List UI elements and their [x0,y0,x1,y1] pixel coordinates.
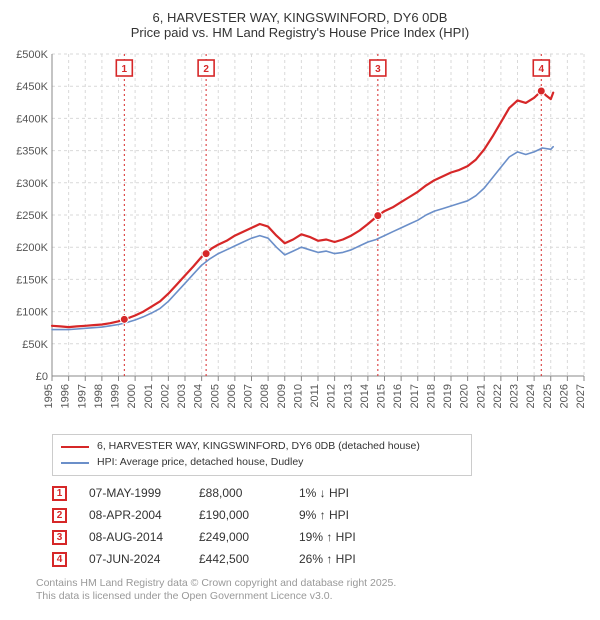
sale-diff-1: 1% ↓ HPI [299,486,399,500]
svg-text:2022: 2022 [492,384,504,408]
svg-text:1995: 1995 [43,384,55,408]
footer-line-2: This data is licensed under the Open Gov… [36,590,592,604]
svg-text:£100K: £100K [16,307,48,319]
title-subtitle: Price paid vs. HM Land Registry's House … [8,25,592,40]
svg-text:2021: 2021 [475,384,487,408]
sale-marker-2: 2 [52,508,67,523]
svg-text:1996: 1996 [60,384,72,408]
svg-text:2007: 2007 [243,384,255,408]
svg-text:2004: 2004 [193,384,205,408]
footer-line-1: Contains HM Land Registry data © Crown c… [36,577,592,591]
svg-text:2010: 2010 [292,384,304,408]
title-address: 6, HARVESTER WAY, KINGSWINFORD, DY6 0DB [8,10,592,25]
svg-text:2018: 2018 [425,384,437,408]
legend: 6, HARVESTER WAY, KINGSWINFORD, DY6 0DB … [52,434,472,476]
svg-text:£0: £0 [36,371,48,383]
svg-text:2005: 2005 [209,384,221,408]
sale-marker-1: 1 [52,486,67,501]
line-chart: £0 £50K £100K £150K £200K £250K £300K £350K £400… [8,48,592,428]
legend-swatch-hpi [61,462,89,464]
svg-text:£500K: £500K [16,49,48,61]
svg-text:£150K: £150K [16,274,48,286]
sale-price-4: £442,500 [199,552,299,566]
sales-table: 1 07-MAY-1999 £88,000 1% ↓ HPI 2 08-APR-… [52,486,592,567]
svg-text:2025: 2025 [542,384,554,408]
sale-diff-3: 19% ↑ HPI [299,530,399,544]
svg-text:2019: 2019 [442,384,454,408]
svg-text:1999: 1999 [110,384,122,408]
svg-text:2012: 2012 [326,384,338,408]
svg-text:2003: 2003 [176,384,188,408]
legend-item-hpi: HPI: Average price, detached house, Dudl… [61,455,463,471]
svg-text:2013: 2013 [342,384,354,408]
svg-text:2: 2 [203,64,209,75]
sale-date-2: 08-APR-2004 [89,508,199,522]
svg-text:2002: 2002 [159,384,171,408]
svg-text:1998: 1998 [93,384,105,408]
sale-price-2: £190,000 [199,508,299,522]
legend-label-hpi: HPI: Average price, detached house, Dudl… [97,455,303,471]
svg-text:3: 3 [375,64,381,75]
svg-text:2026: 2026 [558,384,570,408]
sale-diff-4: 26% ↑ HPI [299,552,399,566]
svg-text:£250K: £250K [16,210,48,222]
svg-text:2014: 2014 [359,384,371,408]
svg-text:2011: 2011 [309,384,321,408]
sale-marker-4: 4 [52,552,67,567]
sale-price-3: £249,000 [199,530,299,544]
sale-date-3: 08-AUG-2014 [89,530,199,544]
svg-text:4: 4 [538,64,544,75]
svg-text:£400K: £400K [16,113,48,125]
sale-row-1: 1 07-MAY-1999 £88,000 1% ↓ HPI [52,486,592,501]
svg-text:2006: 2006 [226,384,238,408]
svg-text:£350K: £350K [16,146,48,158]
svg-text:1997: 1997 [76,384,88,408]
legend-item-property: 6, HARVESTER WAY, KINGSWINFORD, DY6 0DB … [61,439,463,455]
sale-marker-3: 3 [52,530,67,545]
sale-row-4: 4 07-JUN-2024 £442,500 26% ↑ HPI [52,552,592,567]
svg-text:2001: 2001 [143,384,155,408]
sale-date-4: 07-JUN-2024 [89,552,199,566]
svg-text:2024: 2024 [525,384,537,408]
svg-text:£450K: £450K [16,81,48,93]
svg-text:1: 1 [122,64,128,75]
svg-text:£50K: £50K [22,339,48,351]
svg-text:£300K: £300K [16,178,48,190]
footer-attribution: Contains HM Land Registry data © Crown c… [36,577,592,604]
svg-text:2000: 2000 [126,384,138,408]
sale-diff-2: 9% ↑ HPI [299,508,399,522]
svg-text:2009: 2009 [276,384,288,408]
chart-area: £0 £50K £100K £150K £200K £250K £300K £350K £400… [8,48,592,428]
chart-title: 6, HARVESTER WAY, KINGSWINFORD, DY6 0DB … [8,10,592,40]
sale-price-1: £88,000 [199,486,299,500]
svg-text:2015: 2015 [376,384,388,408]
svg-text:2017: 2017 [409,384,421,408]
svg-text:2027: 2027 [575,384,587,408]
svg-text:2020: 2020 [459,384,471,408]
sale-row-3: 3 08-AUG-2014 £249,000 19% ↑ HPI [52,530,592,545]
svg-text:2016: 2016 [392,384,404,408]
legend-label-property: 6, HARVESTER WAY, KINGSWINFORD, DY6 0DB … [97,439,420,455]
legend-swatch-property [61,446,89,448]
svg-text:2023: 2023 [509,384,521,408]
svg-text:£200K: £200K [16,242,48,254]
sale-date-1: 07-MAY-1999 [89,486,199,500]
sale-row-2: 2 08-APR-2004 £190,000 9% ↑ HPI [52,508,592,523]
svg-text:2008: 2008 [259,384,271,408]
